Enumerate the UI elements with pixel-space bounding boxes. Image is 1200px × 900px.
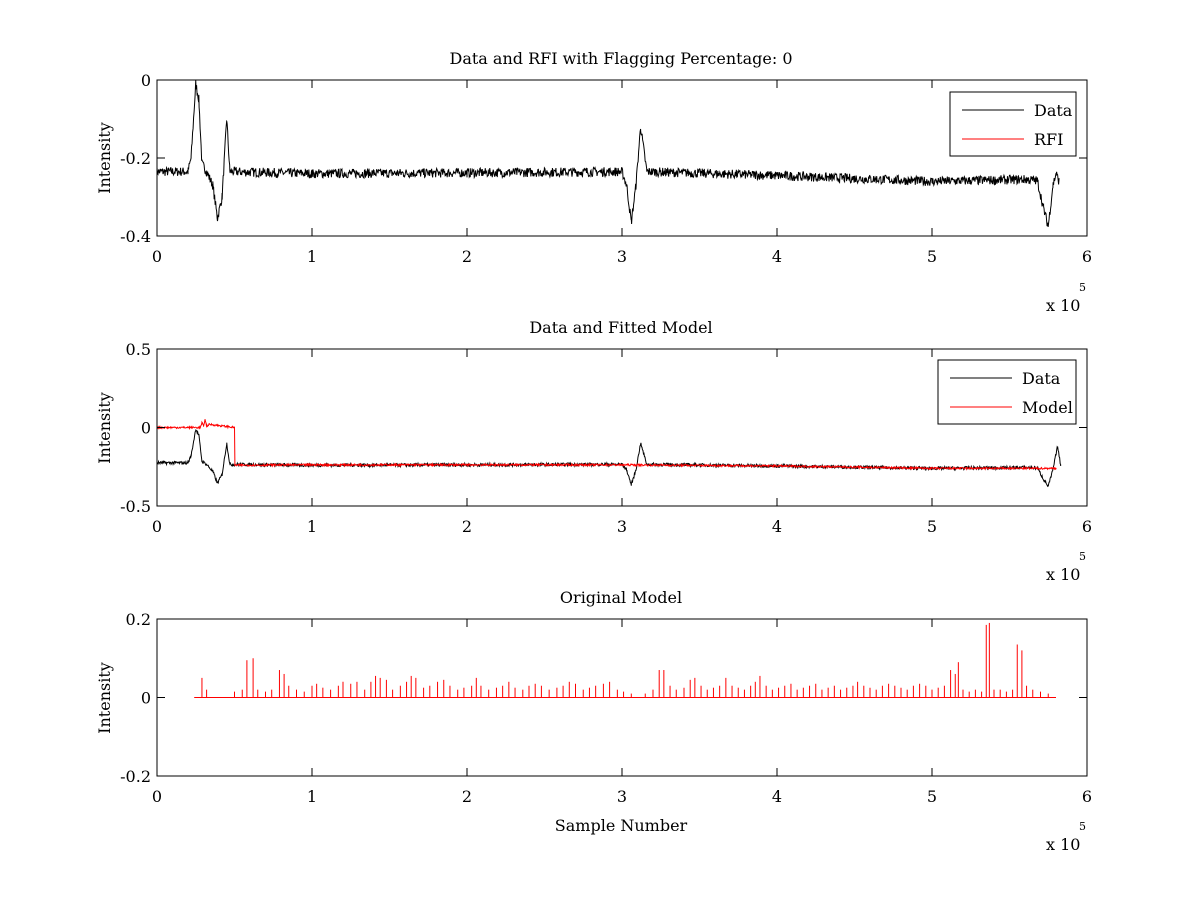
x-tick-label: 4: [772, 517, 782, 536]
y-tick-label: -0.2: [120, 149, 151, 168]
y-axis-label: Intensity: [95, 122, 114, 194]
x-tick-label: 6: [1082, 787, 1092, 806]
x-tick-label: 1: [307, 517, 317, 536]
x-axis-multiplier: x 10: [1046, 296, 1080, 315]
x-tick-label: 3: [617, 247, 627, 266]
legend-box: [949, 91, 1077, 157]
x-tick-label: 0: [152, 517, 162, 536]
legend: Data RFI: [949, 91, 1077, 157]
subplot-data-and-fitted-model: Data and Fitted Model Intensity 0 1 2 3 4 5 6 -…: [95, 318, 1092, 584]
legend-entry: Model: [1022, 398, 1073, 417]
legend-entry: Data: [1022, 369, 1061, 388]
y-tick-label: -0.2: [120, 767, 151, 786]
x-tick-label: 2: [462, 517, 472, 536]
y-tick-label: -0.4: [120, 227, 151, 246]
x-axis-label: Sample Number: [555, 816, 688, 835]
x-axis-multiplier-exponent: 5: [1079, 550, 1086, 563]
x-tick-label: 3: [617, 517, 627, 536]
x-axis-multiplier: x 10: [1046, 565, 1080, 584]
subplot-original-model: Original Model Intensity 0 1 2 3 4 5 6-0.200.2…: [95, 588, 1092, 854]
x-tick-label: 2: [462, 787, 472, 806]
series-line-data: [157, 80, 1060, 227]
x-tick-label: 4: [772, 247, 782, 266]
x-tick-label: 3: [617, 787, 627, 806]
legend-entry: RFI: [1034, 130, 1063, 149]
subplot-data-and-rfi: Data and RFI with Flagging Percentage: 0…: [95, 49, 1092, 315]
x-tick-label: 1: [307, 787, 317, 806]
series-group: [194, 622, 1056, 698]
legend-box: [937, 359, 1077, 425]
y-axis-label: Intensity: [95, 392, 114, 464]
legend-entry: Data: [1034, 101, 1073, 120]
x-tick-label: 5: [927, 517, 937, 536]
y-axis-label: Intensity: [95, 662, 114, 734]
plot-area: 0 1 2 3 4 5 6 -0.4 -0.2 0 Data RFI: [120, 71, 1092, 266]
series-group: [157, 80, 1060, 227]
x-axis-multiplier: x 10: [1046, 835, 1080, 854]
subplot-title: Original Model: [560, 588, 682, 607]
x-tick-label: 0: [152, 787, 162, 806]
x-tick-label: 0: [152, 247, 162, 266]
series-group: [157, 419, 1062, 488]
x-tick-label: 5: [927, 247, 937, 266]
y-tick-label: 0.5: [126, 340, 151, 359]
y-tick-label: -0.5: [120, 497, 151, 516]
x-tick-label: 1: [307, 247, 317, 266]
subplot-title: Data and RFI with Flagging Percentage: 0: [449, 49, 792, 68]
x-tick-label: 6: [1082, 247, 1092, 266]
y-tick-label: 0: [141, 71, 151, 90]
x-tick-label: 4: [772, 787, 782, 806]
y-tick-label: 0: [141, 689, 151, 708]
plot-area: 0 1 2 3 4 5 6-0.200.2: [120, 610, 1092, 806]
y-tick-label: 0.2: [126, 610, 151, 629]
y-tick-label: 0: [141, 419, 151, 438]
x-axis-multiplier-exponent: 5: [1079, 820, 1086, 833]
series-line-model: [157, 419, 1057, 471]
subplot-title: Data and Fitted Model: [529, 318, 712, 337]
x-tick-label: 6: [1082, 517, 1092, 536]
x-axis-multiplier-exponent: 5: [1079, 281, 1086, 294]
legend: Data Model: [937, 359, 1077, 425]
x-tick-label: 5: [927, 787, 937, 806]
x-tick-label: 2: [462, 247, 472, 266]
